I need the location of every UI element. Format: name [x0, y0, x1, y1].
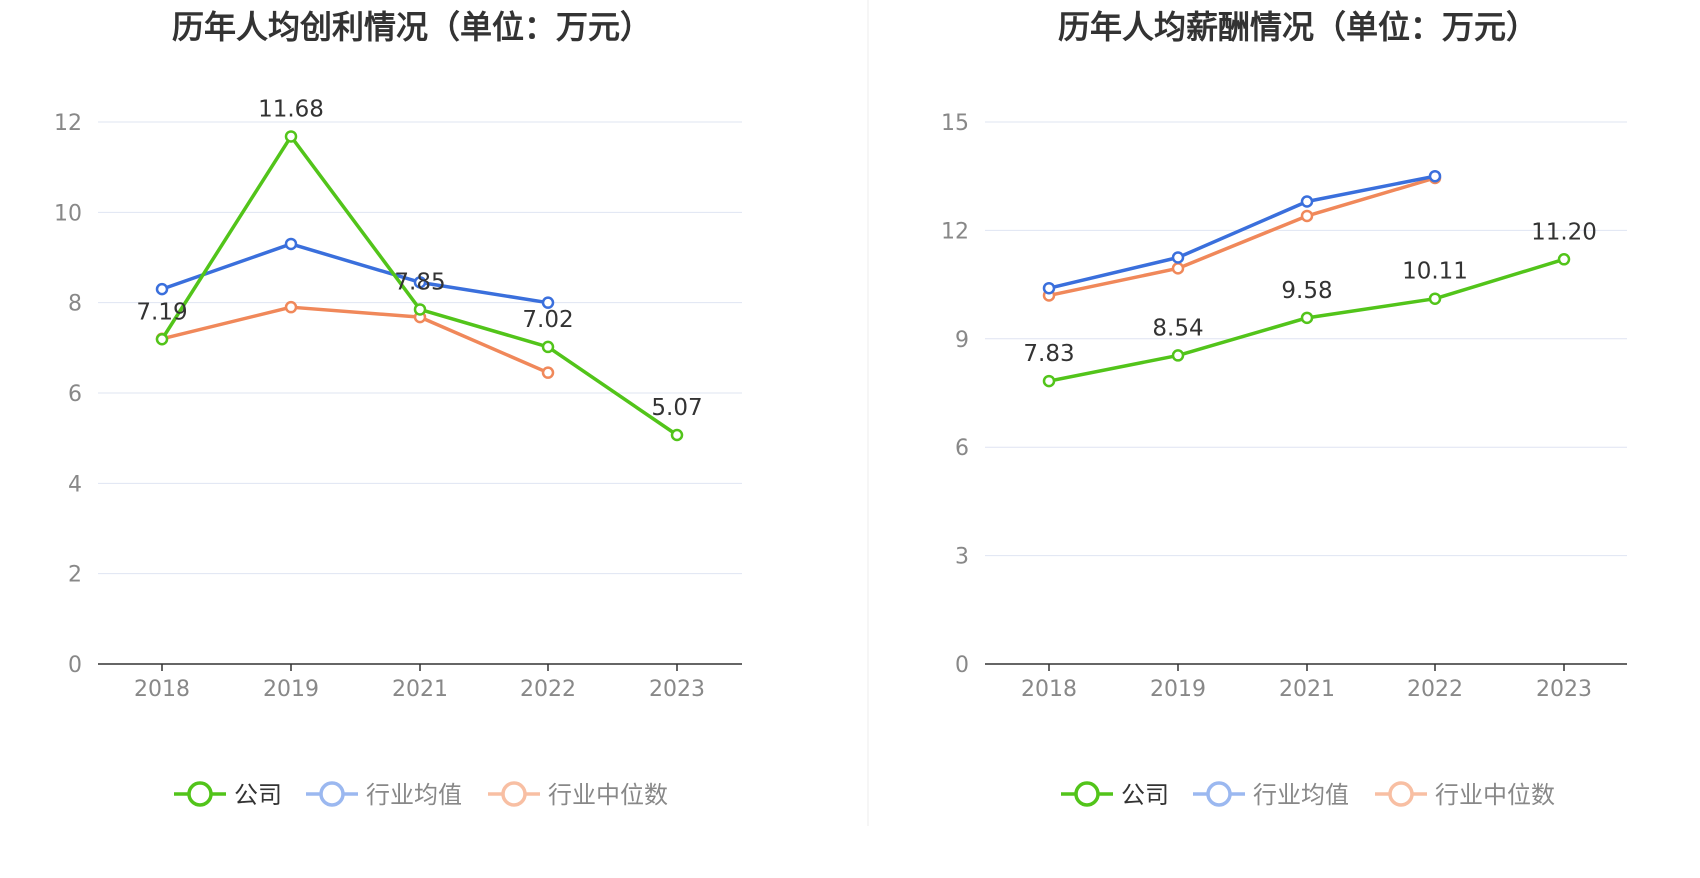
chart1-point-company — [1042, 374, 1056, 388]
chart1-title: 历年人均薪酬情况（单位：万元） — [1058, 8, 1538, 46]
chart0-point-company — [155, 333, 169, 346]
chart0-data-label: 7.85 — [394, 269, 445, 295]
chart0-legend-marker-avg — [319, 781, 345, 807]
chart0-point-avg — [155, 282, 169, 296]
chart0-data-label: 5.07 — [651, 395, 702, 421]
chart0-legend-label-avg: 行业均值 — [366, 781, 462, 809]
chart0-legend-marker-company — [187, 781, 213, 807]
chart0-line-avg — [161, 242, 549, 305]
chart1-legend-marker-company — [1074, 781, 1100, 807]
chart1-point-company — [1428, 292, 1442, 305]
chart0-y-tick-label: 8 — [68, 292, 82, 317]
chart1-x-tick-label: 2023 — [1536, 677, 1592, 702]
chart0-point-company — [541, 340, 555, 354]
chart1-legend-label-company: 公司 — [1121, 781, 1169, 809]
chart0-point-avg — [541, 296, 555, 309]
chart1-y-tick-label: 3 — [955, 545, 969, 570]
chart1-x-tick-label: 2018 — [1021, 677, 1077, 702]
chart1-data-label: 10.11 — [1402, 259, 1468, 285]
chart0-point-median — [284, 300, 298, 314]
chart0-legend-label-company: 公司 — [234, 781, 282, 809]
chart1-data-label: 7.83 — [1023, 341, 1074, 367]
chart0-point-company — [284, 130, 298, 143]
chart1-x-tick-label: 2022 — [1407, 677, 1463, 702]
chart1-point-avg — [1428, 169, 1442, 183]
chart1-legend-marker-median — [1388, 781, 1414, 807]
chart1-y-tick-label: 6 — [955, 436, 969, 461]
chart0-line-median — [161, 305, 549, 375]
chart0-y-tick-label: 12 — [54, 111, 82, 136]
chart0-point-avg — [413, 276, 427, 289]
chart1-data-label: 9.58 — [1281, 278, 1332, 304]
chart1-point-company — [1171, 349, 1185, 362]
chart1-point-median — [1171, 262, 1185, 275]
chart1-point-avg — [1171, 251, 1185, 264]
chart0-y-tick-label: 6 — [68, 382, 82, 407]
chart1-legend-label-avg: 行业均值 — [1253, 781, 1349, 809]
chart0-y-tick-label: 10 — [54, 201, 82, 226]
chart0-x-tick-label: 2023 — [649, 677, 705, 702]
chart0-title: 历年人均创利情况（单位：万元） — [172, 8, 652, 46]
chart0-x-tick-label: 2022 — [520, 677, 576, 702]
chart0-x-tick-label: 2018 — [134, 677, 190, 702]
chart1-line-median — [1048, 176, 1436, 298]
chart0-point-median — [541, 366, 555, 379]
chart1-y-tick-label: 0 — [955, 653, 969, 678]
chart0-point-company — [670, 428, 684, 442]
chart1-point-median — [1300, 209, 1314, 223]
chart1-line-avg — [1048, 174, 1436, 290]
chart1-x-tick-label: 2021 — [1279, 677, 1335, 702]
chart0-x-tick-label: 2021 — [392, 677, 448, 702]
chart0-x-tick-label: 2019 — [263, 677, 319, 702]
chart1-point-avg — [1042, 281, 1056, 295]
chart0-point-company — [413, 303, 427, 316]
chart1-legend-label-median: 行业中位数 — [1435, 781, 1555, 809]
chart0-data-label: 7.02 — [522, 307, 573, 333]
chart0-y-tick-label: 4 — [68, 472, 82, 497]
chart0-data-label: 7.19 — [136, 299, 187, 325]
chart1-x-tick-label: 2019 — [1150, 677, 1206, 702]
chart1-point-avg — [1300, 195, 1314, 208]
chart0-y-tick-label: 2 — [68, 563, 82, 588]
chart0-legend-marker-median — [501, 781, 527, 807]
chart1-data-label: 8.54 — [1152, 315, 1203, 341]
chart1-point-company — [1557, 253, 1571, 266]
chart1-y-tick-label: 12 — [941, 219, 969, 244]
chart1-y-tick-label: 15 — [941, 111, 969, 136]
chart1-y-tick-label: 9 — [955, 328, 969, 353]
chart0-data-label: 11.68 — [258, 96, 324, 122]
chart0-y-tick-label: 0 — [68, 653, 82, 678]
chart1-data-label: 11.20 — [1531, 219, 1597, 245]
chart0-point-avg — [284, 237, 298, 251]
chart1-point-company — [1300, 311, 1314, 325]
chart0-legend-label-median: 行业中位数 — [548, 781, 668, 809]
chart1-legend-marker-avg — [1206, 781, 1232, 807]
